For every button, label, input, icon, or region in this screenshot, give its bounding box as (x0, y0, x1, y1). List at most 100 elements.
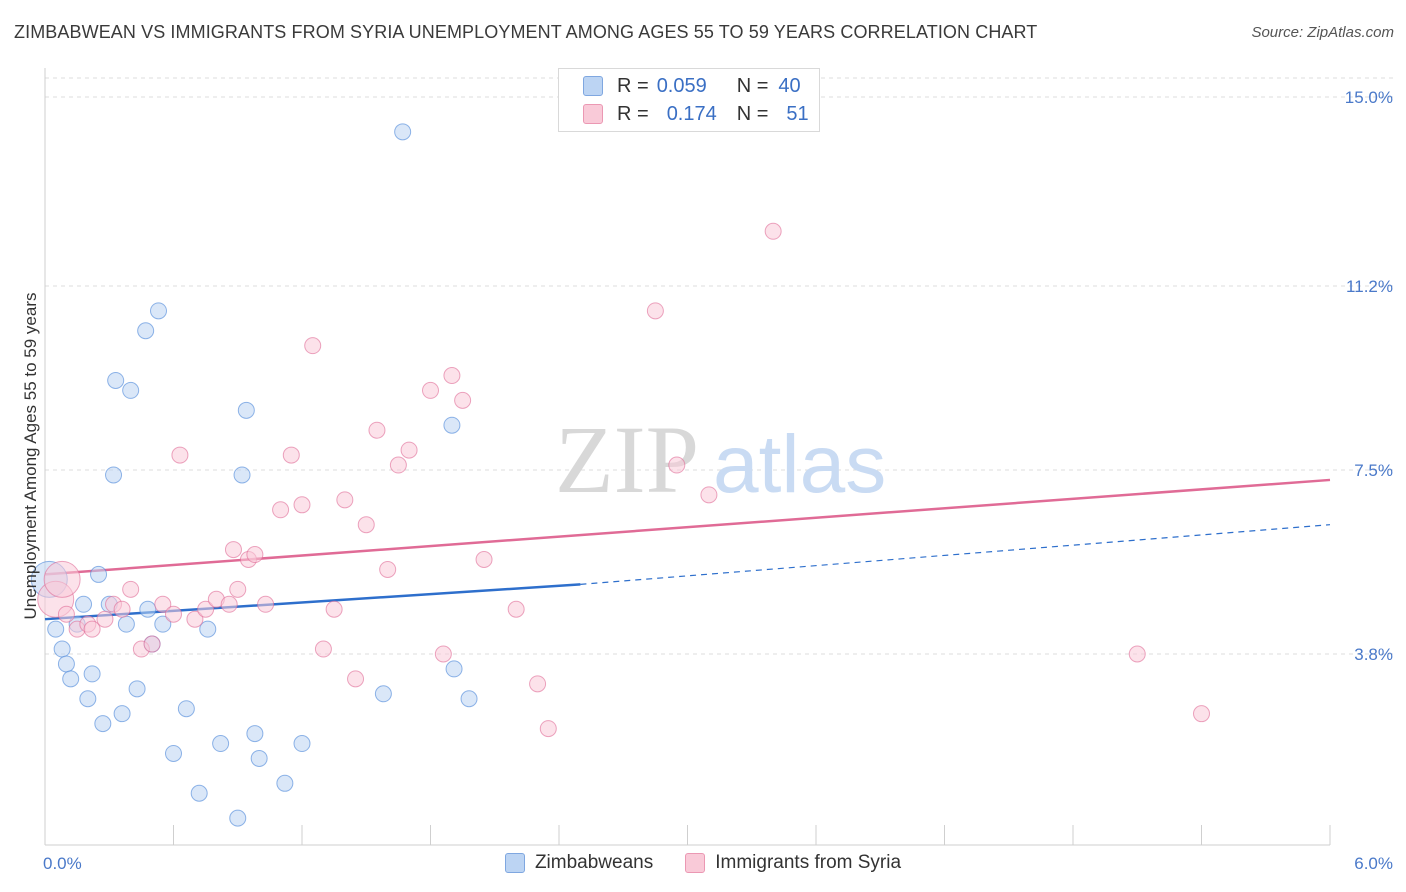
point-zimbabweans (394, 123, 412, 141)
point-zimbabweans (374, 685, 392, 703)
point-syria (325, 600, 343, 618)
y-axis-title: Unemployment Among Ages 55 to 59 years (21, 293, 40, 620)
point-syria (246, 546, 264, 564)
point-zimbabweans (150, 302, 168, 320)
legend-n-value: 51 (786, 102, 809, 125)
point-syria (389, 456, 407, 474)
y-tick-labels: 3.8% 7.5% 11.2% 15.0% (1345, 88, 1393, 664)
point-syria (257, 595, 275, 613)
y-tick-label: 15.0% (1345, 88, 1393, 107)
point-zimbabweans (229, 809, 247, 827)
point-syria (475, 551, 493, 569)
series-swatch-pink (685, 853, 706, 873)
point-syria (272, 501, 290, 519)
watermark-atlas: atlas (713, 419, 886, 510)
point-syria (400, 441, 418, 459)
trend-line-extension (580, 524, 1331, 585)
chart-title: ZIMBABWEAN VS IMMIGRANTS FROM SYRIA UNEM… (14, 22, 1038, 42)
x-tick-label-left: 0.0% (43, 854, 82, 873)
y-tick-label: 3.8% (1354, 645, 1393, 664)
series-label: Immigrants from Syria (715, 852, 902, 873)
point-zimbabweans (79, 690, 97, 708)
point-zimbabweans (199, 620, 217, 638)
point-zimbabweans (233, 466, 251, 484)
point-zimbabweans (237, 401, 255, 419)
point-zimbabweans (165, 744, 182, 762)
legend-r-value: 0.174 (666, 102, 717, 125)
point-syria (646, 302, 664, 320)
point-syria (539, 720, 557, 738)
legend-n-label: N = (736, 74, 769, 97)
point-zimbabweans (246, 725, 264, 743)
point-zimbabweans (443, 416, 461, 434)
data-points (30, 123, 1210, 827)
series-legend-syria: Immigrants from Syria (685, 852, 901, 874)
source-label: Source: ZipAtlas.com (1251, 24, 1394, 41)
point-syria (304, 337, 322, 355)
correlation-legend: R = 0.059 N = 40 R = 0.174 N = 51 (558, 68, 820, 132)
point-syria (529, 675, 547, 693)
point-zimbabweans (460, 690, 478, 708)
point-zimbabweans (75, 595, 93, 613)
point-syria (186, 610, 204, 628)
point-syria (171, 446, 189, 464)
legend-row-syria: R = 0.174 N = 51 (583, 101, 809, 127)
point-syria (229, 580, 247, 598)
legend-n-value: 40 (778, 74, 801, 97)
point-syria (357, 516, 375, 534)
point-zimbabweans (94, 715, 112, 733)
legend-r-value: 0.059 (656, 74, 707, 97)
point-syria (700, 486, 718, 504)
series-legend: Zimbabweans Immigrants from Syria (0, 852, 1406, 874)
point-zimbabweans (53, 640, 71, 658)
legend-swatch-blue (583, 76, 603, 96)
point-zimbabweans (212, 735, 230, 753)
point-syria (368, 421, 386, 439)
point-syria (507, 600, 525, 618)
point-zimbabweans (57, 655, 75, 673)
legend-row-zimbabweans: R = 0.059 N = 40 (583, 73, 801, 99)
point-zimbabweans (139, 600, 157, 618)
point-syria (1128, 645, 1146, 663)
point-zimbabweans (122, 381, 140, 399)
point-zimbabweans (47, 620, 65, 638)
point-syria (165, 605, 182, 623)
series-label: Zimbabweans (534, 852, 654, 873)
point-zimbabweans (105, 466, 123, 484)
point-zimbabweans (154, 615, 172, 633)
point-syria (314, 640, 332, 658)
point-syria (197, 600, 215, 618)
point-syria (1193, 705, 1210, 723)
point-syria (57, 605, 75, 623)
point-syria (347, 670, 365, 688)
point-syria (282, 446, 300, 464)
point-zimbabweans (293, 735, 311, 753)
legend-n-label: N = (736, 102, 769, 125)
point-zimbabweans (177, 700, 195, 718)
point-zimbabweans (117, 615, 135, 633)
point-syria (336, 491, 354, 509)
point-syria (43, 560, 81, 598)
point-zimbabweans (137, 322, 155, 340)
point-zimbabweans (113, 705, 131, 723)
point-syria (443, 367, 461, 384)
point-syria (668, 456, 686, 474)
point-syria (113, 600, 131, 618)
point-zimbabweans (90, 565, 108, 583)
point-zimbabweans (276, 774, 294, 792)
x-tick-label-right: 6.0% (1354, 854, 1393, 873)
point-zimbabweans (128, 680, 146, 698)
y-tick-label: 11.2% (1346, 277, 1393, 296)
series-swatch-blue (504, 853, 525, 873)
legend-r-label: R = (617, 102, 649, 125)
trend-line (44, 583, 581, 621)
point-syria (83, 620, 101, 638)
point-syria (422, 381, 439, 399)
point-syria (143, 635, 161, 653)
point-syria (122, 580, 140, 598)
point-syria (454, 391, 472, 409)
point-syria (434, 645, 452, 663)
series-legend-zimbabweans: Zimbabweans (504, 852, 654, 874)
point-zimbabweans (107, 371, 125, 389)
